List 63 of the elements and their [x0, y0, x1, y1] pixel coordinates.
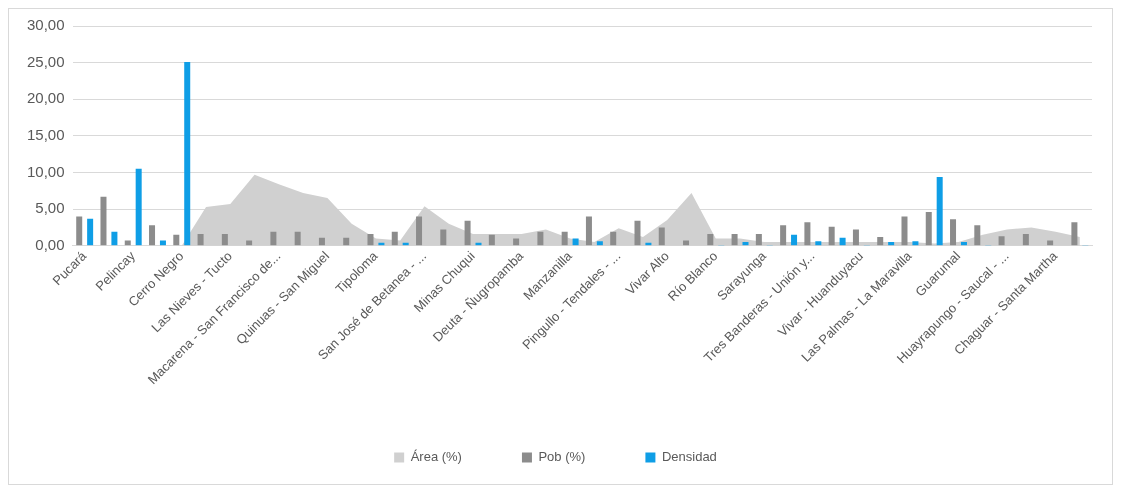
bar [416, 216, 423, 246]
bar [974, 225, 981, 246]
legend-label: Pob (%) [538, 449, 586, 465]
bar [343, 237, 350, 246]
bar [839, 237, 846, 246]
bar [742, 242, 749, 246]
bar [135, 168, 142, 246]
y-tick-label: 5,00 [35, 199, 65, 217]
bar [998, 236, 1005, 246]
bar [221, 234, 228, 246]
bar [1022, 234, 1029, 246]
bar [912, 241, 919, 246]
bar [901, 216, 908, 246]
legend-label: Área (%) [410, 449, 462, 465]
bar [561, 231, 568, 246]
bar [936, 176, 943, 246]
bar [197, 234, 204, 246]
y-tick-label: 10,00 [26, 162, 65, 180]
bar [1071, 222, 1078, 246]
bar [391, 231, 398, 246]
y-tick-label: 25,00 [26, 52, 65, 70]
bar [367, 234, 374, 246]
bar [755, 234, 762, 246]
bar [888, 242, 895, 246]
bar [464, 220, 471, 246]
y-tick-label: 20,00 [26, 89, 65, 107]
bar [828, 226, 835, 246]
legend-label: Densidad [661, 449, 717, 465]
bar [537, 231, 544, 246]
bar [731, 234, 738, 246]
bar [440, 229, 447, 246]
bar [852, 229, 859, 246]
bar [318, 237, 325, 246]
bar [100, 196, 107, 246]
bar [294, 231, 301, 246]
bar [960, 242, 967, 246]
bar [585, 216, 592, 246]
bar [184, 61, 191, 246]
bar [572, 238, 579, 246]
y-tick-label: 15,00 [26, 126, 65, 144]
bar [488, 234, 495, 246]
bar [707, 234, 714, 246]
bar [658, 227, 665, 246]
y-tick-label: 30,00 [26, 16, 65, 34]
bar [513, 238, 520, 246]
bar [780, 225, 787, 246]
bar [877, 236, 884, 246]
bar [950, 219, 957, 246]
bar [925, 212, 932, 246]
bar [475, 242, 482, 246]
bar [804, 222, 811, 246]
bar [111, 231, 118, 246]
bar [634, 220, 641, 246]
bar [173, 234, 180, 246]
y-tick-label: 0,00 [35, 235, 65, 253]
bar [610, 231, 617, 246]
bar [791, 234, 798, 246]
bar [149, 225, 156, 246]
bar [596, 241, 603, 246]
bar [76, 216, 83, 246]
bar [270, 231, 277, 246]
bar [815, 241, 822, 246]
bar [87, 218, 94, 246]
